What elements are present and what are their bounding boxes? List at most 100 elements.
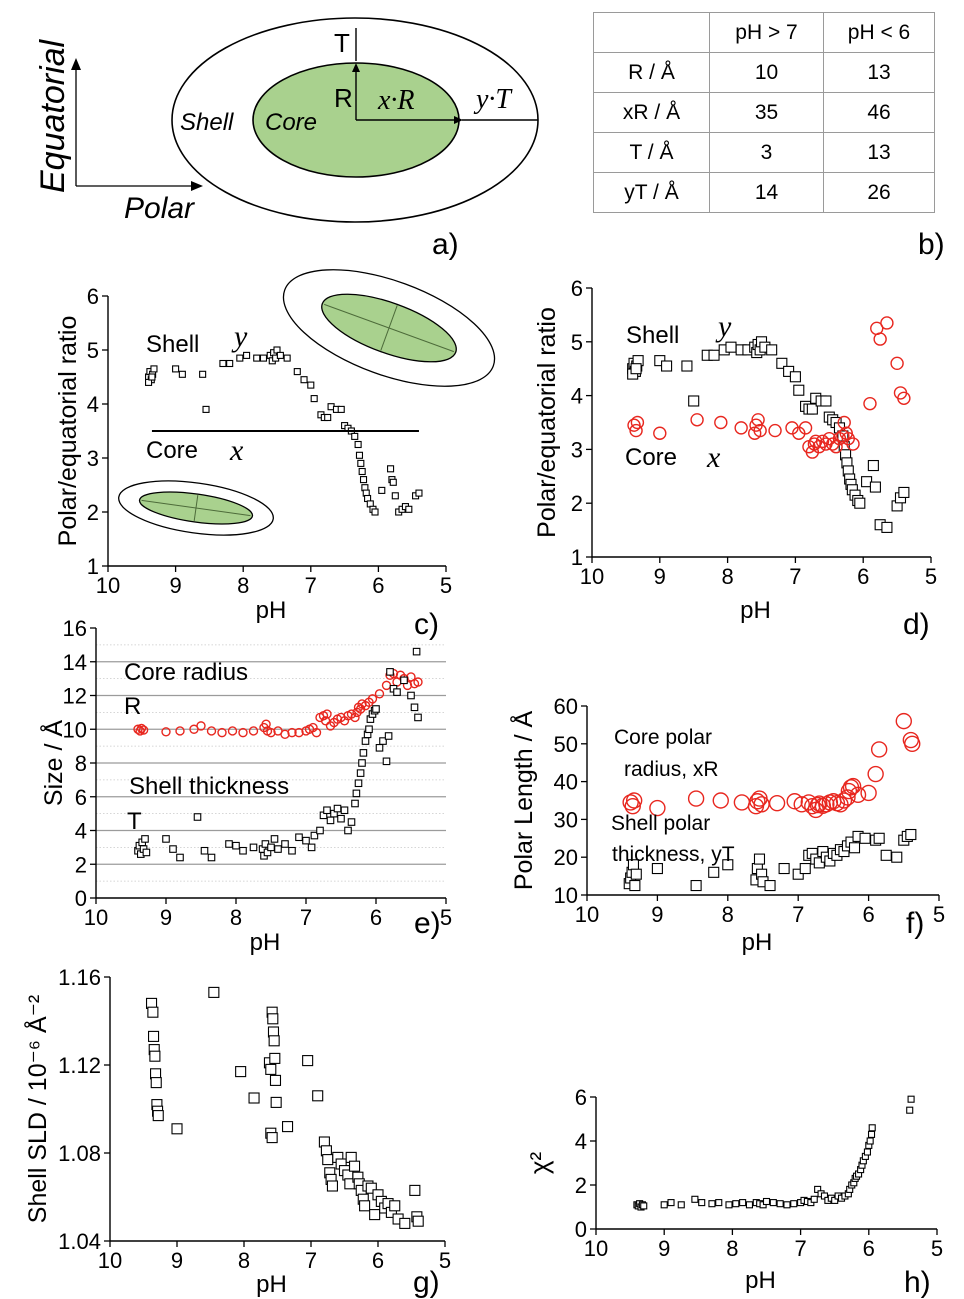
- x-axis-label: pH: [250, 929, 281, 956]
- y-tick-label: 1.04: [58, 1229, 101, 1254]
- data-point: [320, 716, 331, 726]
- y-tick-label: 30: [554, 807, 578, 832]
- data-point: [651, 862, 663, 875]
- x-tick-label: 7: [789, 564, 801, 589]
- x-tick-label: 9: [171, 1248, 183, 1273]
- data-point: [379, 737, 387, 745]
- y-tick-label: 20: [554, 845, 578, 870]
- y-tick-label: 10: [554, 883, 578, 908]
- x-tick-label: 6: [862, 902, 874, 927]
- y-axis-label: χ²: [524, 1152, 554, 1175]
- c-y-label: y: [231, 320, 248, 353]
- x-tick-label: 10: [580, 564, 604, 589]
- data-point: [138, 725, 149, 735]
- data-point: [863, 1148, 871, 1156]
- data-point: [409, 1184, 421, 1196]
- y-tick-label: 6: [571, 276, 583, 301]
- y-tick-label: 6: [575, 1085, 587, 1110]
- data-point: [400, 676, 408, 685]
- f-core-polar-label: Core polar: [614, 726, 712, 749]
- data-point: [227, 726, 238, 736]
- y-tick-label: 8: [75, 751, 87, 776]
- e-core-radius-label: Core radius: [124, 659, 248, 686]
- table-cell: 14: [709, 172, 824, 213]
- table-row-label: xR / Å: [593, 92, 710, 133]
- y-tick-label: 60: [554, 694, 578, 719]
- panel-label: h): [904, 1266, 931, 1299]
- data-point: [253, 354, 261, 362]
- data-point: [141, 835, 149, 843]
- data-point: [281, 840, 289, 848]
- data-point: [386, 668, 394, 676]
- y-tick-label: 6: [75, 785, 87, 810]
- y-tick-label: 3: [87, 446, 99, 471]
- data-point: [867, 1130, 876, 1138]
- x-tick-label: 8: [726, 1236, 738, 1261]
- data-point: [413, 677, 423, 687]
- data-point: [844, 777, 862, 795]
- y-tick-label: 5: [571, 330, 583, 355]
- y-tick-label: 10: [63, 717, 87, 742]
- data-point: [283, 354, 291, 362]
- data-point: [649, 799, 666, 817]
- data-point: [904, 735, 921, 752]
- y-tick-label: 14: [63, 650, 87, 675]
- data-point: [840, 782, 858, 800]
- data-point: [161, 727, 171, 737]
- data-point: [340, 806, 349, 815]
- table-cell: 26: [823, 172, 935, 213]
- data-point: [818, 796, 835, 813]
- data-point: [355, 451, 364, 459]
- d-shell-label: Shell: [626, 322, 679, 349]
- data-point: [412, 1215, 424, 1227]
- table-row-label: R / Å: [593, 52, 710, 93]
- table-cell: 13: [823, 52, 935, 93]
- d-y-label: y: [715, 310, 732, 343]
- data-point: [295, 833, 303, 842]
- chart-panel-e: 0 2 4 6 8 10 12 14 16 10 9 8 7 6 5 pH Size / Å e): [38, 616, 452, 956]
- table-cell: 3: [709, 132, 824, 173]
- y-tick-label: 0: [575, 1217, 587, 1242]
- data-point: [630, 363, 642, 375]
- x-tick-label: 10: [575, 902, 599, 927]
- data-point: [193, 813, 202, 821]
- data-point: [266, 1132, 278, 1144]
- y-axis-label: Polar/equatorial ratio: [533, 307, 561, 538]
- data-point: [776, 1200, 784, 1208]
- y-tick-label: 5: [87, 338, 99, 363]
- data-point: [311, 727, 322, 738]
- data-point: [630, 868, 642, 880]
- polar-arrowhead: [191, 181, 203, 191]
- data-point: [324, 413, 332, 422]
- data-point: [778, 862, 790, 875]
- data-point: [239, 846, 247, 855]
- R-arrowhead: [352, 63, 360, 72]
- data-point: [733, 794, 751, 811]
- data-point: [749, 793, 766, 810]
- data-point: [310, 831, 319, 840]
- data-point: [276, 351, 284, 359]
- data-point: [136, 723, 147, 734]
- ellipsoid-inset-small: [118, 480, 274, 536]
- xR-arrowhead: [454, 116, 463, 124]
- data-point: [815, 434, 830, 449]
- data-point: [350, 712, 360, 723]
- y-tick-label: 2: [87, 500, 99, 525]
- data-point: [274, 845, 282, 853]
- x-tick-label: 10: [584, 1236, 608, 1261]
- data-point: [793, 796, 810, 813]
- data-point: [307, 843, 316, 852]
- equatorial-arrowhead: [71, 58, 81, 70]
- data-point: [270, 1096, 282, 1108]
- c-x-label: x: [229, 434, 244, 467]
- y-tick-label: 1: [87, 554, 99, 579]
- y-axis-label: Polar/equatorial ratio: [54, 316, 82, 547]
- data-point: [269, 1074, 282, 1086]
- data-point: [766, 344, 778, 356]
- data-point: [906, 1106, 914, 1114]
- T-label: T: [334, 28, 350, 58]
- x-tick-label: 6: [857, 564, 869, 589]
- data-point: [681, 360, 693, 372]
- ellipsoid-inset-large: [282, 269, 496, 387]
